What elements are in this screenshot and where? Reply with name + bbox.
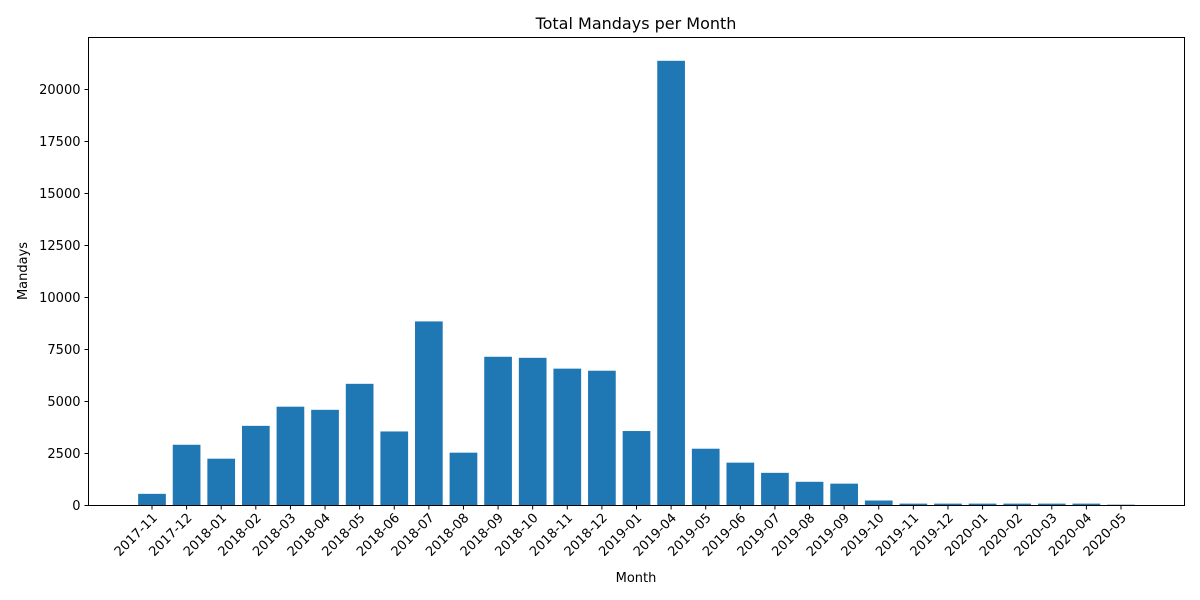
bar-2018-02 — [241, 425, 270, 506]
bar-2019-01 — [622, 431, 651, 506]
y-tick-label: 20000 — [39, 83, 80, 98]
y-tick-label: 12500 — [39, 239, 80, 254]
bar-2018-11 — [553, 368, 582, 506]
y-tick-label: 17500 — [39, 135, 80, 150]
bars-group — [138, 60, 1135, 506]
bar-2018-09 — [484, 356, 512, 506]
bar-2018-08 — [449, 452, 478, 506]
bar-2019-05 — [691, 448, 720, 506]
bar-2019-07 — [761, 472, 789, 506]
bar-2017-12 — [172, 444, 201, 506]
bar-2017-11 — [138, 493, 166, 506]
y-tick-label: 15000 — [39, 187, 80, 202]
bar-2019-04 — [657, 60, 685, 506]
bar-2019-08 — [795, 481, 824, 506]
y-axis-label: Mandays — [16, 242, 31, 300]
bar-2020-03 — [1037, 503, 1066, 506]
y-tick-label: 0 — [72, 499, 80, 514]
bar-2018-04 — [311, 409, 339, 506]
x-axis-label: Month — [616, 571, 657, 586]
y-axis-ticks: 0 2500 5000 7500 10000 12500 15000 17500 20000 — [39, 83, 89, 514]
bar-2019-06 — [726, 462, 755, 506]
bar-2019-10 — [864, 500, 893, 506]
bar-2018-03 — [276, 406, 305, 506]
bar-2018-05 — [345, 383, 374, 506]
chart-title: Total Mandays per Month — [535, 14, 737, 33]
y-tick-label: 7500 — [47, 343, 80, 358]
bar-2019-12 — [934, 503, 962, 506]
bar-2018-06 — [380, 431, 409, 506]
bar-2018-01 — [207, 458, 236, 506]
y-tick-label: 10000 — [39, 291, 80, 306]
y-tick-label: 5000 — [47, 395, 80, 410]
bar-2018-10 — [518, 357, 547, 506]
y-tick-label: 2500 — [47, 447, 80, 462]
bar-2019-09 — [830, 483, 858, 506]
plot-area-frame — [88, 37, 1185, 506]
bar-2018-12 — [588, 370, 616, 506]
bar-2018-07 — [415, 321, 443, 506]
bar-2020-01 — [968, 503, 997, 506]
bar-2020-04 — [1072, 503, 1101, 506]
bar-2019-11 — [899, 503, 928, 506]
bar-2020-02 — [1003, 503, 1032, 506]
